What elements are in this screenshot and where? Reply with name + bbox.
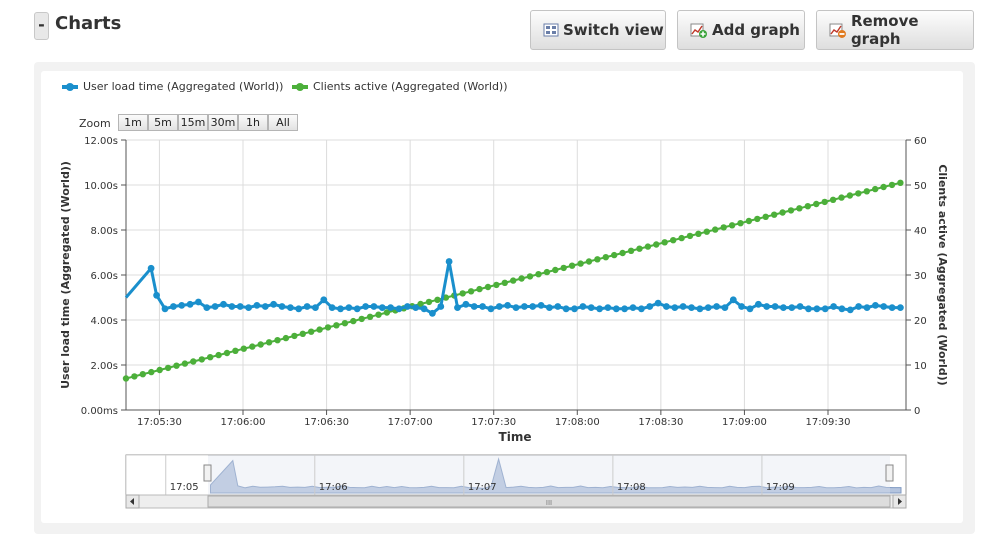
- zoom-5m-button[interactable]: 5m: [148, 114, 178, 131]
- add-graph-label: Add graph: [712, 21, 800, 39]
- grid-view-icon: [543, 23, 559, 37]
- zoom-all-button[interactable]: All: [268, 114, 298, 131]
- zoom-1h-button[interactable]: 1h: [238, 114, 268, 131]
- legend-marker-green: [292, 82, 308, 91]
- legend-item-clients-active[interactable]: Clients active (Aggregated (World)): [292, 80, 508, 93]
- page-title: Charts: [55, 13, 122, 34]
- zoom-1m-button[interactable]: 1m: [118, 114, 148, 131]
- zoom-15m-button[interactable]: 15m: [178, 114, 208, 131]
- remove-graph-label: Remove graph: [850, 12, 919, 48]
- collapse-button[interactable]: -: [34, 12, 49, 40]
- zoom-label: Zoom: [79, 117, 111, 130]
- remove-chart-icon: [829, 23, 846, 38]
- charts-header: - Charts Switch view Add graph Remove gr…: [0, 0, 999, 60]
- switch-view-label: Switch view: [563, 21, 664, 39]
- remove-graph-button[interactable]: Remove graph: [816, 10, 974, 50]
- switch-view-button[interactable]: Switch view: [530, 10, 666, 50]
- add-chart-icon: [690, 23, 707, 38]
- legend-marker-blue: [62, 82, 78, 91]
- zoom-30m-button[interactable]: 30m: [208, 114, 238, 131]
- legend-item-load-time[interactable]: User load time (Aggregated (World)): [62, 80, 283, 93]
- legend-label: Clients active (Aggregated (World)): [313, 80, 508, 93]
- legend-label: User load time (Aggregated (World)): [83, 80, 284, 93]
- chart-panel-inner: [41, 71, 963, 523]
- add-graph-button[interactable]: Add graph: [677, 10, 805, 50]
